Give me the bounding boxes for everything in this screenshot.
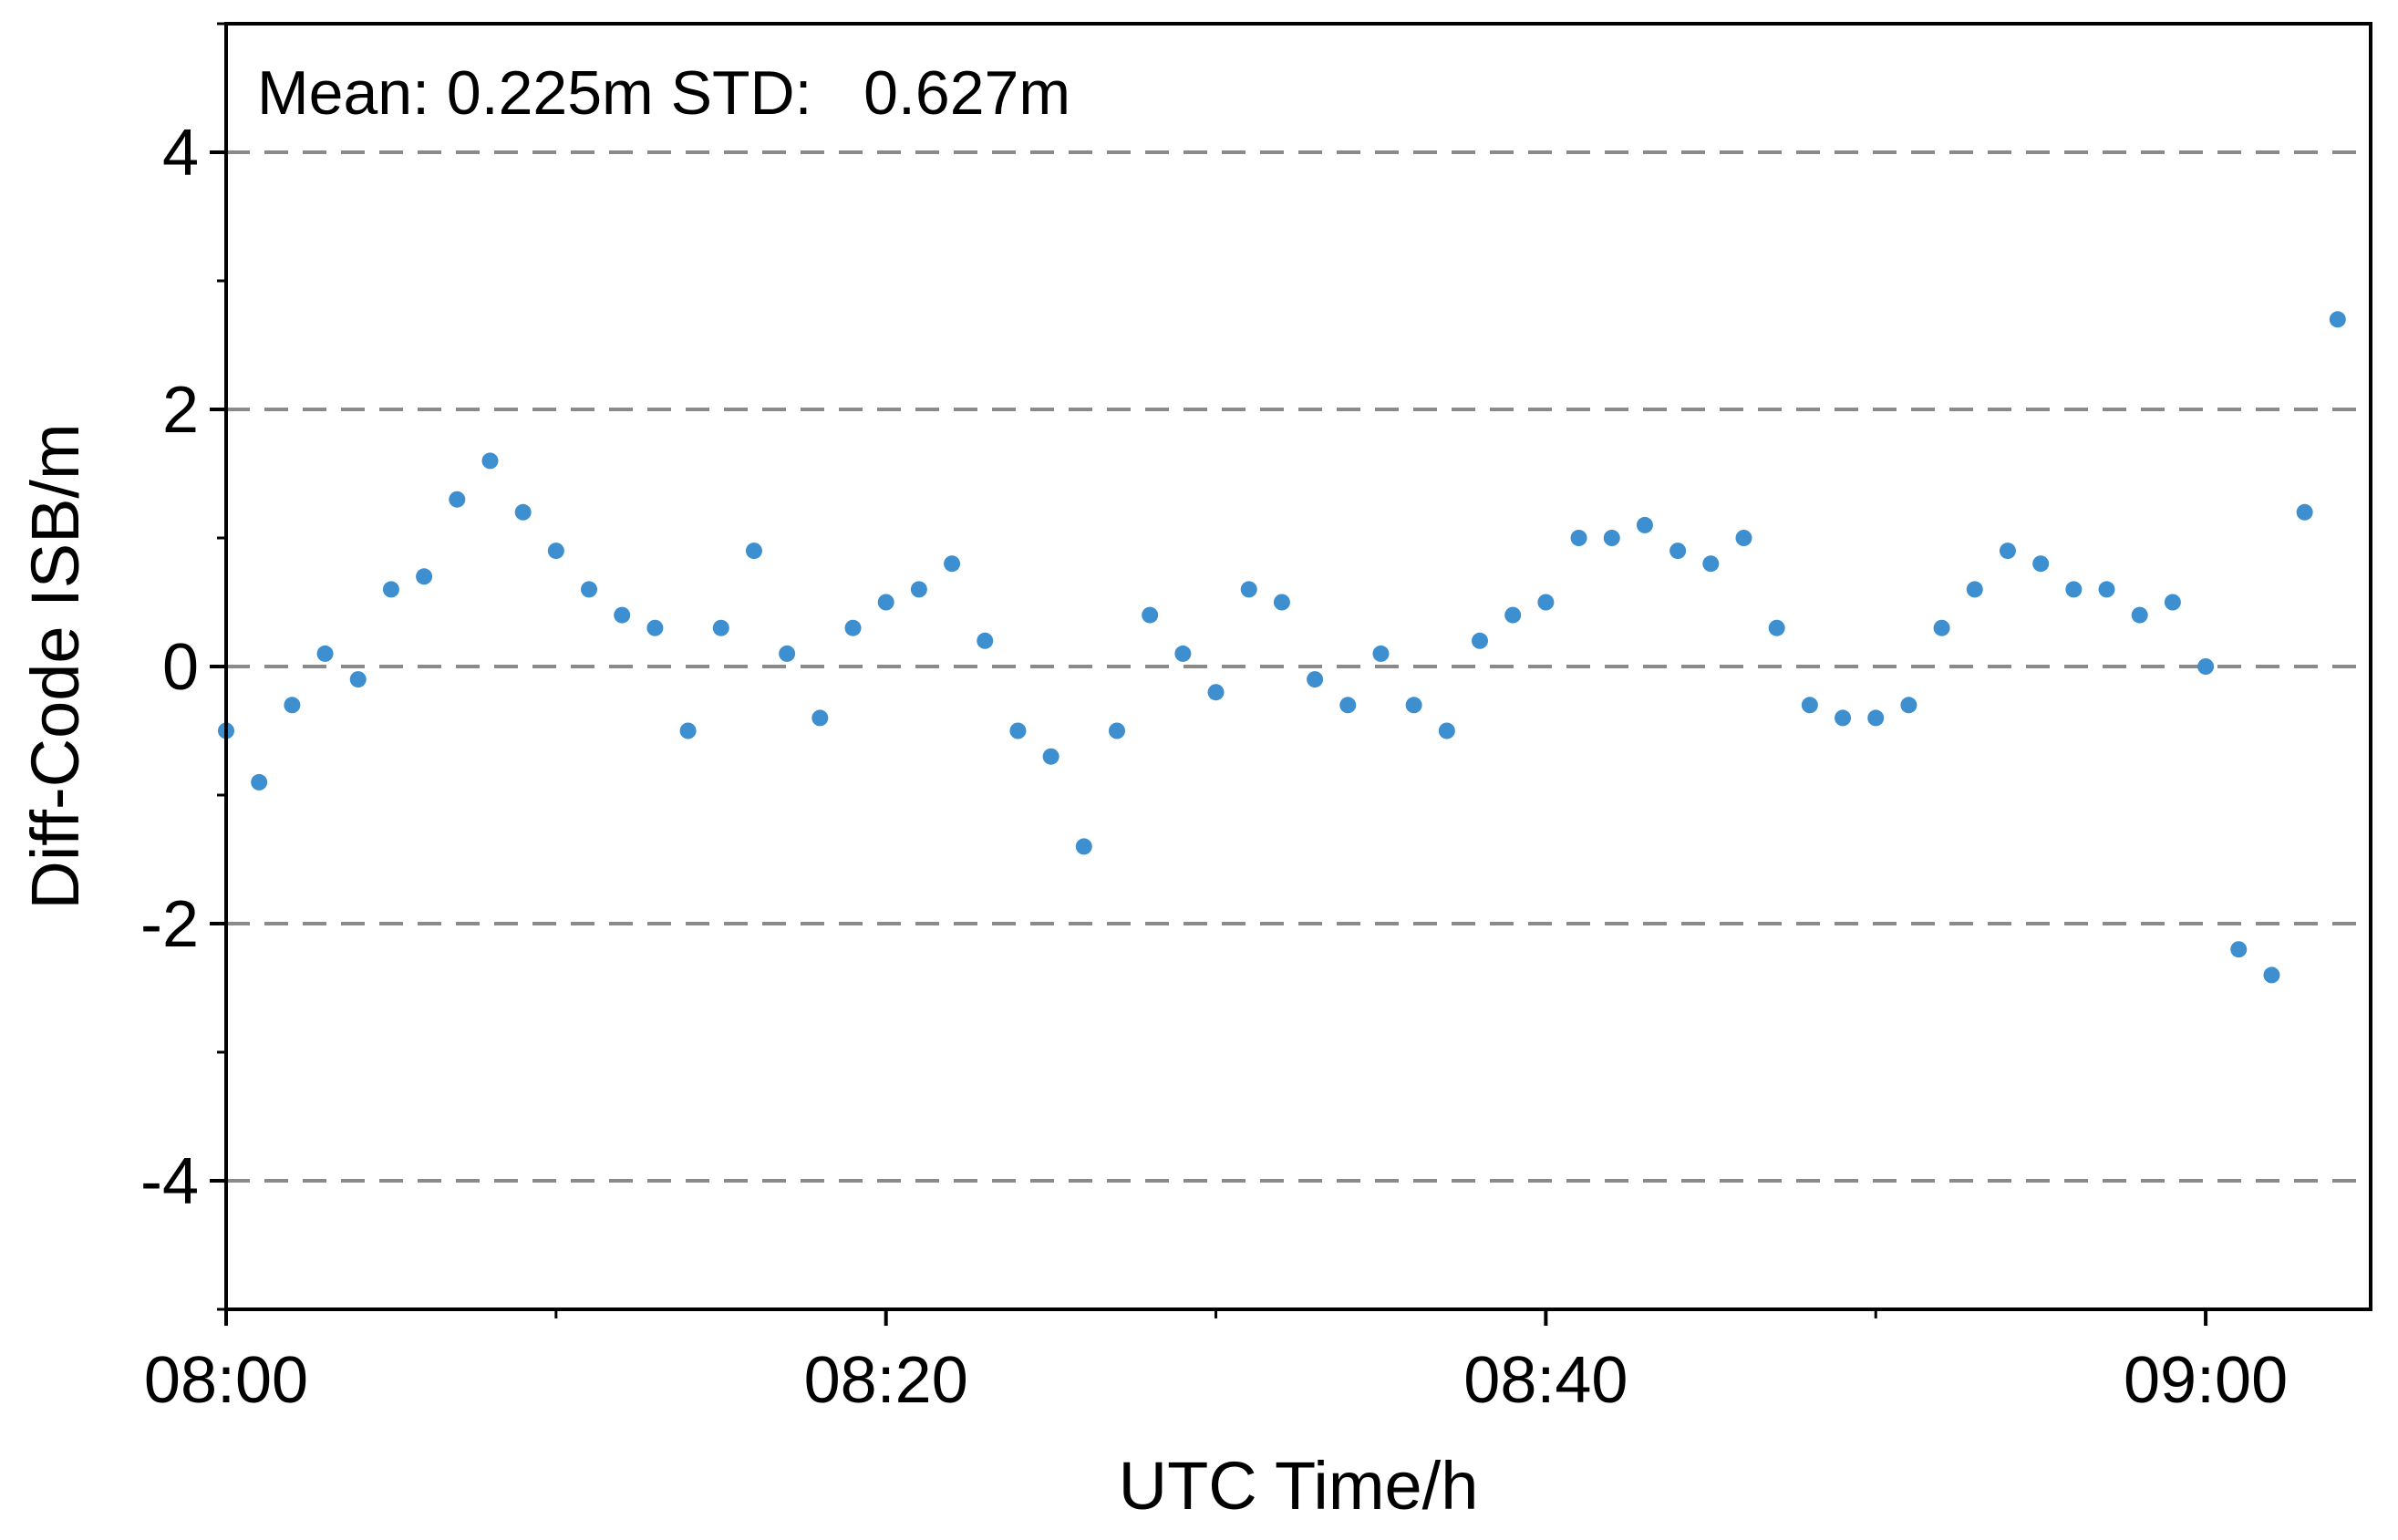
y-tick-label: -4 (140, 1145, 199, 1218)
data-point (1801, 697, 1818, 714)
data-point (2230, 941, 2248, 958)
data-point (1537, 594, 1555, 611)
data-point (1438, 722, 1455, 739)
data-point (2296, 503, 2313, 521)
axis-ticks: 4 2 0 -2 -4 08:00 08:20 08:40 09:00 (140, 22, 2288, 1417)
data-point (910, 581, 927, 598)
x-tick-label: 08:40 (1463, 1344, 1628, 1417)
data-point (1273, 594, 1290, 611)
data-point (349, 671, 367, 688)
data-point (1570, 530, 1587, 546)
data-point (1867, 709, 1885, 727)
data-point (2131, 606, 2148, 624)
stats-annotation: Mean: 0.225m STD: 0.627m (257, 58, 1070, 128)
data-point (1999, 543, 2016, 560)
data-point (1174, 645, 1192, 662)
y-tick-label: 4 (162, 117, 199, 190)
data-point (1207, 684, 1225, 701)
data-point (745, 543, 762, 560)
data-point (844, 619, 862, 636)
data-point (944, 555, 961, 573)
data-point (581, 581, 598, 598)
y-tick-label: -2 (140, 888, 199, 961)
data-point (316, 645, 334, 662)
data-point (2032, 555, 2050, 573)
data-point (614, 606, 631, 624)
x-axis-title: UTC Time/h (1119, 1448, 1479, 1524)
data-point (1307, 671, 1324, 688)
data-point (2164, 594, 2181, 611)
data-point (382, 581, 399, 598)
data-point (449, 491, 466, 508)
data-point (646, 619, 664, 636)
data-point (779, 645, 796, 662)
data-point (1966, 581, 1983, 598)
data-point (547, 543, 564, 560)
data-point (416, 568, 433, 585)
data-point (1504, 606, 1522, 624)
data-point (1603, 530, 1620, 546)
data-point (1768, 619, 1785, 636)
data-point (1669, 543, 1687, 560)
data-point (1933, 619, 1950, 636)
data-points (218, 311, 2346, 984)
x-tick-label: 09:00 (2124, 1344, 2288, 1417)
data-point (679, 722, 697, 739)
data-point (1240, 581, 1257, 598)
data-point (1372, 645, 1390, 662)
data-point (1636, 516, 1653, 533)
data-point (1900, 697, 1917, 714)
data-point (877, 594, 894, 611)
data-point (251, 773, 268, 791)
data-point (481, 452, 499, 470)
y-tick-label: 2 (162, 374, 199, 447)
data-point (1702, 555, 1720, 573)
data-point (977, 632, 994, 649)
data-point (2329, 311, 2346, 328)
data-point (2098, 581, 2115, 598)
data-point (1472, 632, 1489, 649)
data-point (712, 619, 729, 636)
data-point (1075, 838, 1092, 855)
data-point (1108, 722, 1125, 739)
data-point (1735, 530, 1752, 546)
y-axis-title: Diff-Code ISB/m (17, 423, 93, 909)
data-point (811, 709, 829, 727)
data-point (1142, 606, 1159, 624)
data-point (1009, 722, 1027, 739)
data-point (1339, 697, 1357, 714)
x-tick-label: 08:00 (144, 1344, 308, 1417)
data-point (2065, 581, 2083, 598)
y-tick-label: 0 (162, 631, 199, 704)
data-point (284, 697, 301, 714)
data-point (2197, 658, 2215, 675)
grid (226, 150, 2371, 1183)
data-point (1405, 697, 1422, 714)
x-tick-label: 08:20 (804, 1344, 968, 1417)
data-point (1835, 709, 1852, 727)
data-point (514, 503, 532, 521)
data-point (2263, 966, 2280, 984)
data-point (1042, 748, 1059, 765)
